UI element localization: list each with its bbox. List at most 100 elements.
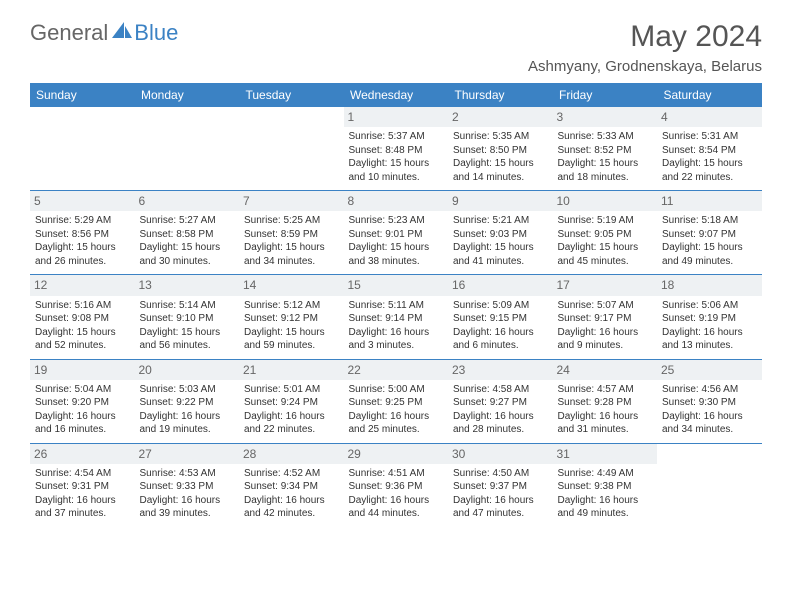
daylight-text: and 45 minutes.	[558, 255, 653, 269]
daylight-text: and 34 minutes.	[662, 423, 757, 437]
calendar-body: 1Sunrise: 5:37 AMSunset: 8:48 PMDaylight…	[30, 107, 762, 527]
daylight-text: Daylight: 15 hours	[558, 157, 653, 171]
sunset-text: Sunset: 9:12 PM	[244, 312, 339, 326]
daylight-text: Daylight: 16 hours	[453, 326, 548, 340]
calendar-cell: 24Sunrise: 4:57 AMSunset: 9:28 PMDayligh…	[553, 359, 658, 443]
calendar-cell: 19Sunrise: 5:04 AMSunset: 9:20 PMDayligh…	[30, 359, 135, 443]
calendar-cell: 9Sunrise: 5:21 AMSunset: 9:03 PMDaylight…	[448, 191, 553, 275]
day-number: 6	[135, 191, 240, 211]
calendar-cell: 28Sunrise: 4:52 AMSunset: 9:34 PMDayligh…	[239, 443, 344, 527]
sunrise-text: Sunrise: 5:04 AM	[35, 383, 130, 397]
month-title: May 2024	[528, 20, 762, 54]
calendar-row: 12Sunrise: 5:16 AMSunset: 9:08 PMDayligh…	[30, 275, 762, 359]
daylight-text: Daylight: 16 hours	[662, 410, 757, 424]
daylight-text: Daylight: 16 hours	[35, 410, 130, 424]
sunrise-text: Sunrise: 5:12 AM	[244, 299, 339, 313]
sunrise-text: Sunrise: 5:03 AM	[140, 383, 235, 397]
calendar-cell: 31Sunrise: 4:49 AMSunset: 9:38 PMDayligh…	[553, 443, 658, 527]
sunset-text: Sunset: 9:07 PM	[662, 228, 757, 242]
calendar-cell: 16Sunrise: 5:09 AMSunset: 9:15 PMDayligh…	[448, 275, 553, 359]
day-number: 2	[448, 107, 553, 127]
sunset-text: Sunset: 9:15 PM	[453, 312, 548, 326]
daylight-text: Daylight: 16 hours	[558, 410, 653, 424]
day-number: 22	[344, 360, 449, 380]
daylight-text: and 39 minutes.	[140, 507, 235, 521]
sunset-text: Sunset: 9:33 PM	[140, 480, 235, 494]
day-number: 31	[553, 444, 658, 464]
day-number: 11	[657, 191, 762, 211]
calendar-cell: 23Sunrise: 4:58 AMSunset: 9:27 PMDayligh…	[448, 359, 553, 443]
sunrise-text: Sunrise: 5:23 AM	[349, 214, 444, 228]
calendar-cell: 18Sunrise: 5:06 AMSunset: 9:19 PMDayligh…	[657, 275, 762, 359]
calendar-cell: 30Sunrise: 4:50 AMSunset: 9:37 PMDayligh…	[448, 443, 553, 527]
sunset-text: Sunset: 8:52 PM	[558, 144, 653, 158]
sunset-text: Sunset: 9:19 PM	[662, 312, 757, 326]
weekday-header: Wednesday	[344, 83, 449, 107]
daylight-text: and 30 minutes.	[140, 255, 235, 269]
daylight-text: and 52 minutes.	[35, 339, 130, 353]
daylight-text: Daylight: 15 hours	[140, 241, 235, 255]
daylight-text: Daylight: 16 hours	[349, 410, 444, 424]
daylight-text: and 19 minutes.	[140, 423, 235, 437]
calendar-cell: 26Sunrise: 4:54 AMSunset: 9:31 PMDayligh…	[30, 443, 135, 527]
sunset-text: Sunset: 9:08 PM	[35, 312, 130, 326]
daylight-text: and 25 minutes.	[349, 423, 444, 437]
calendar-cell: 22Sunrise: 5:00 AMSunset: 9:25 PMDayligh…	[344, 359, 449, 443]
daylight-text: and 3 minutes.	[349, 339, 444, 353]
calendar-row: 1Sunrise: 5:37 AMSunset: 8:48 PMDaylight…	[30, 107, 762, 191]
daylight-text: and 9 minutes.	[558, 339, 653, 353]
day-number: 14	[239, 275, 344, 295]
daylight-text: Daylight: 16 hours	[140, 494, 235, 508]
sunrise-text: Sunrise: 5:16 AM	[35, 299, 130, 313]
sunrise-text: Sunrise: 4:58 AM	[453, 383, 548, 397]
day-number: 18	[657, 275, 762, 295]
day-number: 8	[344, 191, 449, 211]
weekday-header: Friday	[553, 83, 658, 107]
calendar-cell: 1Sunrise: 5:37 AMSunset: 8:48 PMDaylight…	[344, 107, 449, 191]
sunset-text: Sunset: 9:31 PM	[35, 480, 130, 494]
day-number: 3	[553, 107, 658, 127]
calendar-cell: 25Sunrise: 4:56 AMSunset: 9:30 PMDayligh…	[657, 359, 762, 443]
daylight-text: and 49 minutes.	[662, 255, 757, 269]
sunset-text: Sunset: 9:05 PM	[558, 228, 653, 242]
daylight-text: and 47 minutes.	[453, 507, 548, 521]
daylight-text: Daylight: 16 hours	[453, 410, 548, 424]
calendar-table: Sunday Monday Tuesday Wednesday Thursday…	[30, 83, 762, 527]
daylight-text: Daylight: 16 hours	[140, 410, 235, 424]
sunset-text: Sunset: 9:24 PM	[244, 396, 339, 410]
sunrise-text: Sunrise: 4:54 AM	[35, 467, 130, 481]
sunrise-text: Sunrise: 5:09 AM	[453, 299, 548, 313]
calendar-cell: 2Sunrise: 5:35 AMSunset: 8:50 PMDaylight…	[448, 107, 553, 191]
daylight-text: and 31 minutes.	[558, 423, 653, 437]
daylight-text: and 26 minutes.	[35, 255, 130, 269]
calendar-cell: 4Sunrise: 5:31 AMSunset: 8:54 PMDaylight…	[657, 107, 762, 191]
sunset-text: Sunset: 9:38 PM	[558, 480, 653, 494]
sunrise-text: Sunrise: 5:29 AM	[35, 214, 130, 228]
day-number: 17	[553, 275, 658, 295]
sunrise-text: Sunrise: 5:21 AM	[453, 214, 548, 228]
day-number: 26	[30, 444, 135, 464]
daylight-text: and 22 minutes.	[244, 423, 339, 437]
weekday-header: Tuesday	[239, 83, 344, 107]
calendar-cell: 17Sunrise: 5:07 AMSunset: 9:17 PMDayligh…	[553, 275, 658, 359]
calendar-row: 19Sunrise: 5:04 AMSunset: 9:20 PMDayligh…	[30, 359, 762, 443]
daylight-text: Daylight: 15 hours	[662, 157, 757, 171]
day-number: 15	[344, 275, 449, 295]
daylight-text: Daylight: 16 hours	[558, 494, 653, 508]
day-number: 30	[448, 444, 553, 464]
title-block: May 2024 Ashmyany, Grodnenskaya, Belarus	[528, 20, 762, 75]
logo-text-1: General	[30, 20, 108, 46]
daylight-text: Daylight: 16 hours	[453, 494, 548, 508]
sunrise-text: Sunrise: 5:25 AM	[244, 214, 339, 228]
weekday-header: Saturday	[657, 83, 762, 107]
daylight-text: and 18 minutes.	[558, 171, 653, 185]
daylight-text: and 41 minutes.	[453, 255, 548, 269]
location: Ashmyany, Grodnenskaya, Belarus	[528, 58, 762, 75]
day-number: 25	[657, 360, 762, 380]
daylight-text: and 13 minutes.	[662, 339, 757, 353]
daylight-text: Daylight: 15 hours	[453, 157, 548, 171]
logo-text-2: Blue	[134, 20, 178, 46]
calendar-cell: 27Sunrise: 4:53 AMSunset: 9:33 PMDayligh…	[135, 443, 240, 527]
daylight-text: Daylight: 15 hours	[35, 326, 130, 340]
sunrise-text: Sunrise: 4:57 AM	[558, 383, 653, 397]
